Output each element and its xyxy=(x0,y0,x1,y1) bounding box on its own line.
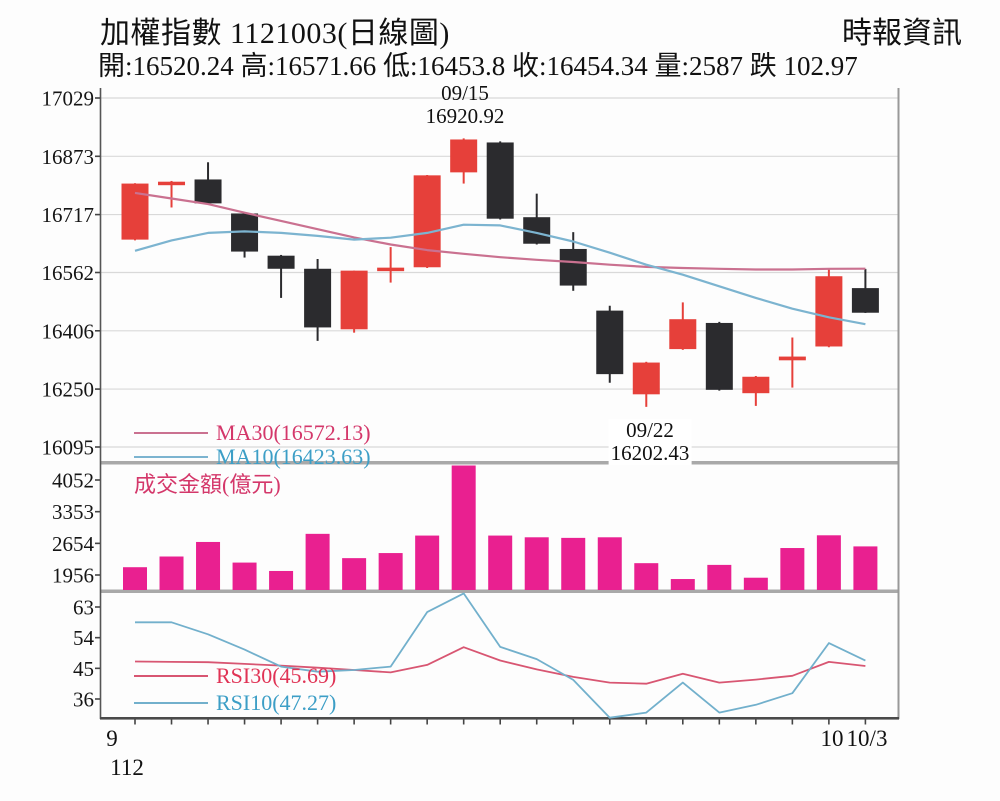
candle-body xyxy=(267,255,295,269)
legend-ma30: MA30(16572.13) xyxy=(134,421,371,444)
volume-bar xyxy=(232,562,257,590)
y-axis-tick-label: 3353 xyxy=(52,500,94,524)
x-axis-label-month-oct: 10 xyxy=(820,726,844,751)
volume-bar xyxy=(451,465,476,590)
candle-body xyxy=(705,322,733,390)
y-axis-tick-label: 17029 xyxy=(42,87,95,111)
y-axis-tick-label: 4052 xyxy=(52,469,94,493)
candle-body xyxy=(377,267,405,272)
y-axis-tick-label: 16562 xyxy=(42,261,95,285)
candle-body xyxy=(340,270,368,330)
volume-bar xyxy=(342,558,367,590)
annotation-low-value: 16202.43 xyxy=(610,441,690,465)
volume-bar xyxy=(269,570,294,590)
x-axis-label-year: 112 xyxy=(110,755,144,780)
y-axis-tick-label: 16717 xyxy=(42,203,95,227)
volume-bar xyxy=(670,579,695,590)
ma30-swatch xyxy=(134,431,208,434)
volume-bar xyxy=(524,537,549,590)
rsi10-swatch xyxy=(134,701,208,704)
candle-body xyxy=(304,268,332,328)
volume-bar xyxy=(853,546,878,590)
legend-rsi30-label: RSI30(45.69) xyxy=(216,663,337,688)
volume-bar xyxy=(123,567,147,590)
ma30-line xyxy=(134,191,866,271)
legend-rsi10-label: RSI10(47.27) xyxy=(216,690,337,715)
y-axis-tick-label: 45 xyxy=(73,657,94,681)
x-axis-line xyxy=(100,717,899,720)
candle-body xyxy=(413,175,441,268)
page-title: 加權指數 1121003(日線圖) xyxy=(100,17,450,50)
candle-body xyxy=(669,319,697,350)
y-axis-tick-label: 16406 xyxy=(42,319,95,343)
y-axis-tick-label: 54 xyxy=(73,626,95,650)
x-axis-label-last-date: 10/3 xyxy=(846,726,888,751)
annotation-high: 09/15 16920.92 xyxy=(426,82,505,128)
y-axis-tick-label: 16873 xyxy=(42,145,95,169)
legend-rsi30: RSI30(45.69) xyxy=(134,664,336,687)
quote-line: 開:16520.24 高:16571.66 低:16453.8 收:16454.… xyxy=(98,51,858,81)
annotation-low-date: 09/22 xyxy=(626,418,674,442)
rsi30-line xyxy=(134,646,866,685)
x-axis-label-month-start: 9 xyxy=(106,726,118,751)
y-axis-tick-label: 2654 xyxy=(52,532,95,556)
volume-pane-label: 成交金額(億元) xyxy=(134,472,281,497)
y-axis-tick-label: 1956 xyxy=(52,564,94,588)
candle-body xyxy=(559,248,587,286)
volume-bar xyxy=(159,556,184,590)
pane-divider-price-volume xyxy=(100,461,899,465)
candle-body xyxy=(194,179,222,204)
rsi30-swatch xyxy=(134,674,208,677)
candle-body xyxy=(450,139,478,173)
legend-ma30-label: MA30(16572.13) xyxy=(216,420,371,445)
candle-body xyxy=(158,181,186,186)
candle-body xyxy=(121,183,149,240)
volume-bar xyxy=(415,535,440,590)
volume-bar xyxy=(305,533,330,590)
candle-body xyxy=(742,376,770,394)
annotation-high-value: 16920.92 xyxy=(425,104,505,128)
pane-divider-volume-rsi xyxy=(100,589,899,593)
volume-bar xyxy=(707,564,732,590)
candle-body xyxy=(851,288,879,313)
volume-bar xyxy=(561,537,586,590)
volume-bar xyxy=(780,548,805,590)
y-axis-tick-label: 16095 xyxy=(42,436,95,460)
candle-body xyxy=(778,356,806,361)
volume-bar xyxy=(488,535,513,590)
volume-bar xyxy=(816,535,841,590)
y-axis-tick-label: 16250 xyxy=(42,378,95,402)
candle-body xyxy=(815,276,843,347)
ma10-line xyxy=(134,223,866,326)
candle-body xyxy=(486,142,514,219)
y-axis-tick-label: 63 xyxy=(73,596,94,620)
annotation-low: 09/22 16202.43 xyxy=(608,418,692,465)
legend-ma10-label: MA10(16423.63) xyxy=(216,444,371,469)
volume-bar xyxy=(378,553,403,590)
volume-bar xyxy=(196,541,221,590)
volume-bar xyxy=(634,563,659,590)
y-axis-tick-label: 36 xyxy=(73,688,94,712)
ma10-swatch xyxy=(134,455,208,458)
legend-ma10: MA10(16423.63) xyxy=(134,445,371,468)
volume-bar xyxy=(743,577,768,590)
annotation-high-date: 09/15 xyxy=(441,81,489,105)
source-label: 時報資訊 xyxy=(842,17,962,50)
candle-body xyxy=(632,362,660,395)
candle-body xyxy=(596,310,624,375)
legend-rsi10: RSI10(47.27) xyxy=(134,691,336,714)
volume-bar xyxy=(597,537,622,590)
rsi10-line xyxy=(135,592,866,719)
